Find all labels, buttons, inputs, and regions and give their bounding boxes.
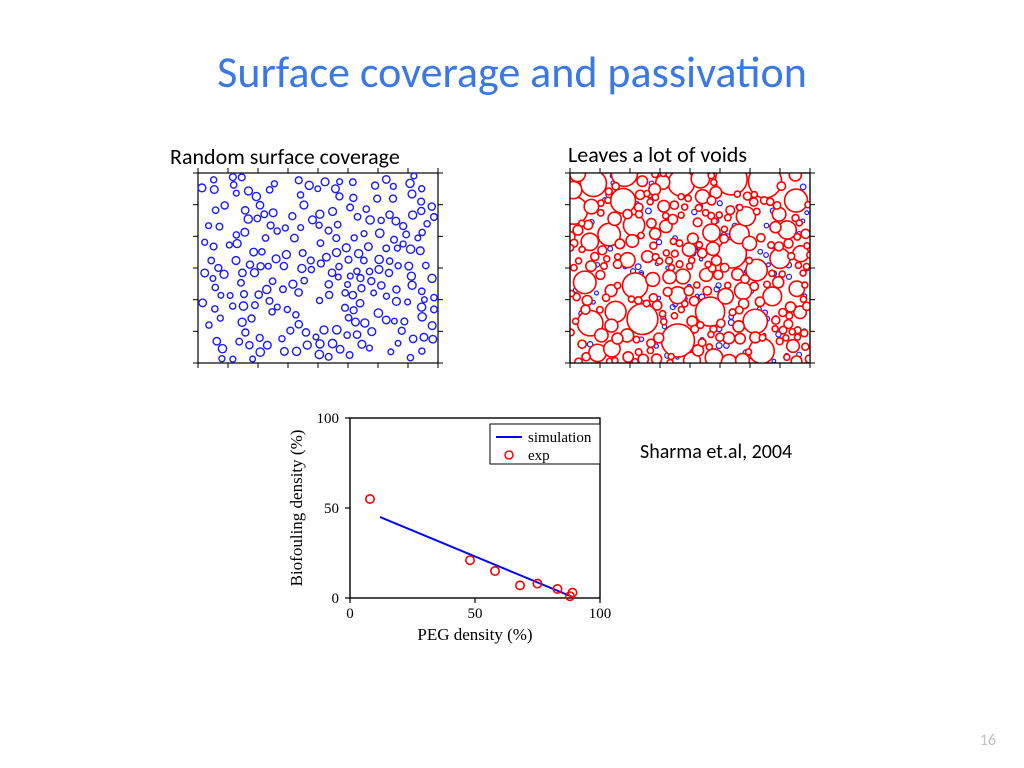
- panel-left-plot: [186, 161, 450, 375]
- svg-text:50: 50: [468, 606, 483, 622]
- svg-text:0: 0: [346, 606, 354, 622]
- svg-text:0: 0: [332, 591, 340, 607]
- page-number: 16: [980, 731, 996, 750]
- svg-text:exp: exp: [528, 448, 550, 464]
- svg-text:100: 100: [317, 411, 340, 427]
- svg-text:PEG density (%): PEG density (%): [417, 625, 532, 644]
- svg-text:Biofouling density (%): Biofouling density (%): [287, 430, 306, 587]
- svg-text:100: 100: [589, 606, 612, 622]
- slide-title: Surface coverage and passivation: [0, 45, 1024, 99]
- citation-text: Sharma et.al, 2004: [640, 440, 792, 464]
- svg-text:50: 50: [324, 501, 339, 517]
- panel-right-plot: [558, 161, 822, 375]
- svg-text:simulation: simulation: [528, 430, 592, 446]
- biofouling-chart: 0 50 100 0 50 100 PEG density (%) Biofouling de…: [280, 408, 614, 650]
